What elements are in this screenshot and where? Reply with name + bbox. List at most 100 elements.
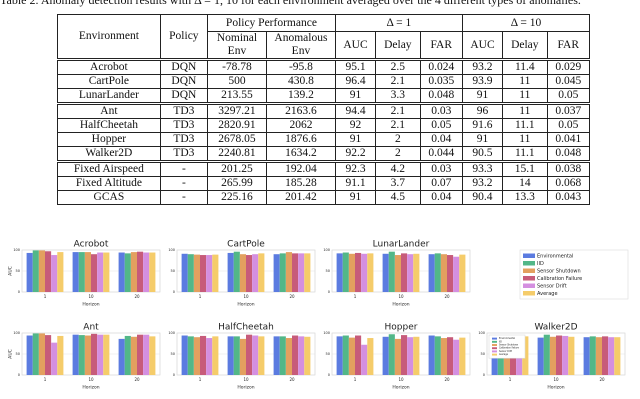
bar — [246, 255, 253, 292]
bar — [348, 253, 355, 292]
y-tick-label: 100 — [168, 248, 175, 252]
bar — [595, 337, 602, 375]
header-cell: FAR — [419, 31, 463, 60]
legend-swatch — [523, 253, 535, 258]
legend-label: Calibration Failure — [499, 347, 519, 350]
chart-title: Walker2D — [534, 323, 577, 333]
table-cell: 13.3 — [502, 190, 548, 205]
legend-label: Average — [499, 353, 509, 356]
x-tick-label: 10 — [243, 377, 249, 382]
bar — [26, 335, 33, 375]
bar — [285, 252, 292, 292]
bar — [97, 334, 104, 375]
header-cell: FAR — [546, 31, 591, 60]
header-cell: Anomalous Env — [265, 31, 336, 60]
table-cell: 90.5 — [461, 146, 504, 162]
table-cell: 0.05 — [546, 88, 591, 104]
legend-swatch — [492, 347, 497, 350]
bar — [434, 336, 441, 375]
table-cell: -95.8 — [265, 58, 336, 75]
table-cell: -78.78 — [206, 58, 267, 75]
bar — [137, 334, 144, 375]
table-cell: 0.05 — [546, 118, 591, 133]
bar — [602, 336, 609, 375]
header-cell: Delay — [502, 31, 548, 60]
table-cell: 0.048 — [419, 88, 463, 104]
y-tick-label: 0 — [18, 290, 20, 294]
table-cell: TD3 — [159, 118, 208, 133]
bar — [367, 338, 374, 375]
table-cell: 4.5 — [375, 190, 421, 205]
x-tick-label: 10 — [88, 377, 94, 382]
table-cell: 11 — [502, 74, 548, 89]
bar — [428, 335, 435, 375]
table-cell: 0.05 — [419, 118, 463, 133]
table-row: HalfCheetah TD3 2820.91 2062 92 2.1 0.05 91.6 11… — [57, 118, 591, 133]
table-cell: 0.043 — [546, 190, 591, 205]
table-cell: 430.8 — [265, 74, 336, 89]
bar — [543, 334, 550, 375]
x-tick-label: 20 — [289, 294, 295, 299]
bar — [51, 255, 58, 292]
table-cell: Fixed Airspeed — [57, 160, 161, 177]
bar — [336, 336, 343, 375]
table-cell: 11.1 — [502, 118, 548, 133]
bar — [181, 253, 188, 292]
bar — [78, 335, 85, 375]
legend-swatch — [523, 261, 535, 266]
bar — [522, 336, 529, 375]
table-row: Hopper TD3 2678.05 1876.6 91 2 0.04 91 11 0.041 — [57, 132, 591, 147]
bar — [440, 254, 447, 292]
table-row: LunarLander DQN 213.55 139.2 91 3.3 0.048 91 11 0… — [57, 88, 591, 104]
chart-title: Acrobot — [74, 240, 109, 250]
table-cell: 90.4 — [461, 190, 504, 205]
table-row: Acrobot DQN -78.78 -95.8 95.1 2.5 0.024 93.2 11.… — [57, 58, 591, 75]
bar — [273, 254, 280, 292]
bar — [143, 334, 150, 375]
x-axis-label: Horizon — [392, 302, 409, 308]
table-row: Fixed Altitude -265.99 185.28 91.1 3.7 0.07 93… — [57, 176, 591, 191]
bar — [428, 254, 435, 292]
table-cell: 0.035 — [419, 74, 463, 89]
bar — [614, 337, 621, 375]
legend-swatch — [523, 268, 535, 273]
y-tick-label: 100 — [13, 248, 20, 252]
legend-swatch — [523, 291, 535, 296]
table-cell: 2678.05 — [206, 132, 267, 147]
bar — [413, 336, 420, 375]
legend-label: Environmental — [537, 253, 573, 259]
y-tick-label: 100 — [478, 331, 485, 335]
table-cell: 2 — [375, 146, 421, 162]
y-tick-label: 50 — [171, 352, 175, 356]
table-cell: 3.3 — [375, 88, 421, 104]
bar — [434, 253, 441, 292]
bar — [608, 337, 615, 375]
bar — [348, 337, 355, 375]
bar — [459, 337, 466, 375]
table-cell: 192.04 — [265, 160, 336, 177]
legend-swatch — [492, 344, 497, 346]
table-cell: - — [159, 190, 208, 205]
legend-swatch — [492, 340, 497, 343]
bar — [394, 255, 401, 292]
table-cell: 93.2 — [461, 58, 504, 75]
bar — [342, 252, 349, 292]
table-cell: 0.03 — [419, 160, 463, 177]
table-cell: 91 — [461, 88, 504, 104]
header-cell: AUC — [461, 31, 504, 60]
bar — [137, 251, 144, 292]
bar — [252, 335, 259, 375]
table-cell: Fixed Altitude — [57, 176, 161, 191]
bar — [103, 252, 110, 292]
legend-label: Average — [537, 291, 558, 297]
table-cell: 11 — [502, 88, 548, 104]
x-tick-label: 1 — [44, 294, 47, 299]
table-cell: CartPole — [57, 74, 161, 89]
table-cell: Walker2D — [57, 146, 161, 162]
x-axis-label: Horizon — [82, 302, 99, 308]
table-cell: 94.4 — [334, 102, 377, 119]
bar — [187, 336, 194, 375]
x-tick-label: 20 — [599, 377, 605, 382]
bar — [212, 336, 219, 375]
chart-title: Hopper — [385, 323, 418, 333]
